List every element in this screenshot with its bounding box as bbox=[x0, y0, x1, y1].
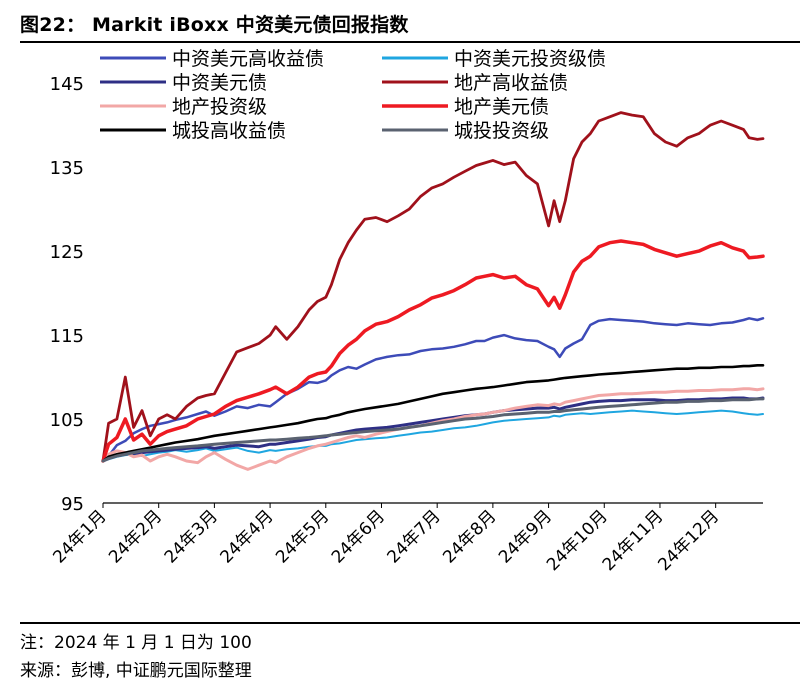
legend-label: 城投投资级 bbox=[454, 120, 549, 142]
series-line-6 bbox=[101, 239, 765, 463]
legend-label: 中资美元债 bbox=[172, 72, 267, 94]
series-line-8 bbox=[101, 397, 765, 463]
series-line-1 bbox=[101, 317, 765, 463]
y-tick-label: 125 bbox=[50, 242, 84, 263]
y-axis: 95 105 115 125 135 145 bbox=[50, 74, 84, 515]
legend-label: 地产投资级 bbox=[172, 96, 267, 118]
series-line-7 bbox=[101, 363, 765, 463]
series-layer bbox=[101, 111, 765, 471]
legend-label: 地产美元债 bbox=[454, 96, 549, 118]
y-tick-label: 115 bbox=[50, 326, 84, 347]
x-tick-label: 24年12月 bbox=[654, 506, 723, 575]
bottom-rule bbox=[20, 622, 800, 624]
y-tick-label: 145 bbox=[50, 74, 84, 95]
figure-title: 图22： Markit iBoxx 中资美元债回报指数 bbox=[20, 14, 409, 36]
x-tick-label: 24年7月 bbox=[384, 506, 445, 567]
series-line-3 bbox=[101, 396, 765, 463]
x-tick-label: 24年4月 bbox=[216, 506, 277, 567]
series-line-4 bbox=[101, 111, 765, 463]
series-line-2 bbox=[102, 409, 764, 462]
x-tick-label: 24年2月 bbox=[105, 506, 166, 567]
legend-label: 中资美元投资级债 bbox=[454, 48, 606, 70]
x-axis: 24年1月24年2月24年3月24年4月24年5月24年6月24年7月24年8月… bbox=[49, 502, 763, 575]
y-tick-label: 135 bbox=[50, 158, 84, 179]
x-tick-label: 24年5月 bbox=[272, 506, 333, 567]
chart-note: 注：2024 年 1 月 1 日为 100 bbox=[20, 633, 252, 653]
y-tick-label: 95 bbox=[61, 494, 84, 515]
top-rule bbox=[20, 41, 800, 43]
chart-source: 来源：彭博, 中证鹏元国际整理 bbox=[20, 661, 252, 681]
legend-label: 中资美元高收益债 bbox=[172, 48, 324, 70]
x-tick-label: 24年3月 bbox=[161, 506, 222, 567]
x-tick-label: 24年8月 bbox=[439, 506, 500, 567]
y-tick-label: 105 bbox=[50, 410, 84, 431]
legend-label: 地产高收益债 bbox=[454, 72, 568, 94]
x-tick-label: 24年1月 bbox=[49, 506, 110, 567]
x-tick-label: 24年6月 bbox=[328, 506, 389, 567]
legend-label: 城投高收益债 bbox=[172, 120, 286, 142]
